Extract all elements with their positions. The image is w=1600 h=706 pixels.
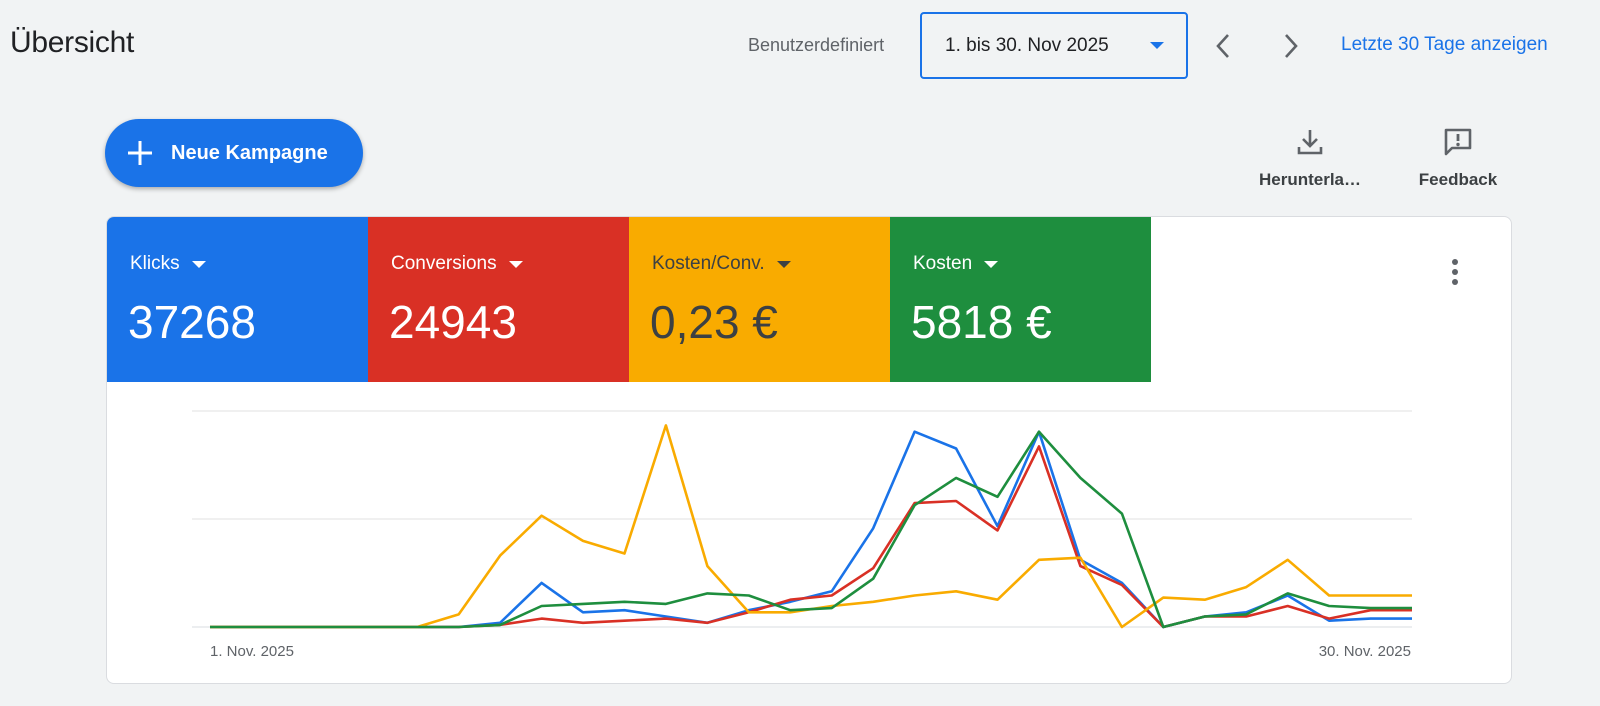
x-tick-label-end: 30. Nov. 2025 xyxy=(1319,643,1411,660)
show-last-30-days-link[interactable]: Letzte 30 Tage anzeigen xyxy=(1341,34,1548,55)
plus-icon xyxy=(126,139,154,167)
page-title: Übersicht xyxy=(10,26,135,59)
feedback-icon xyxy=(1403,124,1513,160)
chart-grid xyxy=(192,410,1412,628)
feedback-button[interactable]: Feedback xyxy=(1403,124,1513,190)
performance-line-chart: 1. Nov. 2025 30. Nov. 2025 xyxy=(192,410,1412,660)
metric-value: 37268 xyxy=(128,296,256,348)
range-type-label: Benutzerdefiniert xyxy=(748,35,885,55)
caret-down-icon xyxy=(191,260,206,268)
download-label: Herunterla… xyxy=(1258,170,1362,189)
metric-label: Kosten/Conv. xyxy=(652,253,765,274)
download-button[interactable]: Herunterla… xyxy=(1255,124,1365,190)
caret-down-icon xyxy=(1150,42,1164,49)
metric-value: 5818 € xyxy=(911,296,1052,348)
more-vert-icon xyxy=(1452,259,1458,265)
metric-value: 0,23 € xyxy=(650,296,778,348)
download-icon xyxy=(1255,124,1365,160)
metric-label: Klicks xyxy=(130,253,180,274)
series-line-3 xyxy=(210,430,1412,629)
metric-label: Conversions xyxy=(391,253,497,274)
caret-down-icon xyxy=(776,260,791,268)
metric-tile-clicks[interactable]: Klicks 37268 xyxy=(107,217,368,382)
metric-tile-cost-per-conversion[interactable]: Kosten/Conv. 0,23 € xyxy=(629,217,890,382)
performance-card: Klicks 37268 Conversions 24943 Kosten/Co… xyxy=(106,216,1512,684)
metric-tile-conversions[interactable]: Conversions 24943 xyxy=(368,217,629,382)
more-options-button[interactable] xyxy=(1440,252,1470,292)
date-range-value: 1. bis 30. Nov 2025 xyxy=(945,34,1109,56)
caret-down-icon xyxy=(508,260,523,268)
feedback-label: Feedback xyxy=(1418,170,1498,189)
chart-series xyxy=(210,424,1412,629)
date-range-select[interactable]: 1. bis 30. Nov 2025 xyxy=(920,12,1188,79)
chevron-left-icon xyxy=(1216,34,1229,58)
metric-value: 24943 xyxy=(389,296,517,348)
series-line-1 xyxy=(210,445,1412,629)
new-campaign-button[interactable]: Neue Kampagne xyxy=(105,119,363,187)
metric-label: Kosten xyxy=(913,253,973,274)
new-campaign-label: Neue Kampagne xyxy=(171,141,328,164)
caret-down-icon xyxy=(984,260,999,268)
previous-period-button[interactable] xyxy=(1203,26,1243,66)
chevron-right-icon xyxy=(1285,34,1298,58)
more-vert-dot xyxy=(1452,269,1458,275)
more-vert-dot xyxy=(1452,279,1458,285)
next-period-button[interactable] xyxy=(1271,26,1311,66)
metric-tile-cost[interactable]: Kosten 5818 € xyxy=(890,217,1151,382)
x-tick-label-start: 1. Nov. 2025 xyxy=(210,643,294,660)
